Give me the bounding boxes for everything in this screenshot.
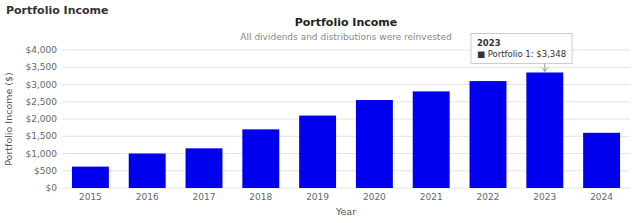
tooltip-box bbox=[471, 33, 572, 63]
x-tick-label: 2019 bbox=[306, 192, 329, 202]
y-tick-label: $0 bbox=[46, 183, 58, 193]
y-tick-label: $1,500 bbox=[26, 131, 58, 141]
y-tick-label: $1,000 bbox=[26, 149, 58, 159]
bars bbox=[72, 72, 620, 188]
chart: Portfolio Income Portfolio Income All divi… bbox=[0, 0, 640, 223]
bar bbox=[526, 72, 563, 188]
tooltip-text: ■ Portfolio 1: $3,348 bbox=[477, 49, 566, 59]
x-tick-label: 2021 bbox=[420, 192, 443, 202]
bar bbox=[583, 133, 620, 188]
y-axis-label: Portfolio Income ($) bbox=[3, 72, 14, 166]
y-tick-label: $4,000 bbox=[26, 45, 58, 55]
y-tick-label: $500 bbox=[34, 166, 57, 176]
tooltip-text: 2023 bbox=[477, 38, 501, 48]
tooltip: 2023■ Portfolio 1: $3,348 bbox=[471, 33, 572, 71]
x-tick-label: 2020 bbox=[363, 192, 386, 202]
bar bbox=[129, 154, 166, 189]
bar bbox=[242, 129, 279, 188]
y-tick-label: $2,000 bbox=[26, 114, 58, 124]
tooltip-arrowhead bbox=[542, 67, 548, 71]
subtitle: All dividends and distributions were rei… bbox=[240, 32, 451, 42]
y-tick-label: $2,500 bbox=[26, 97, 58, 107]
y-tick-label: $3,000 bbox=[26, 80, 58, 90]
grid bbox=[62, 50, 630, 188]
x-tick-label: 2018 bbox=[249, 192, 272, 202]
bar bbox=[299, 116, 336, 188]
x-tick-label: 2016 bbox=[136, 192, 159, 202]
header: Portfolio Income bbox=[6, 4, 109, 17]
x-tick-label: 2024 bbox=[590, 192, 613, 202]
x-axis-label: Year bbox=[335, 206, 356, 217]
bar bbox=[186, 148, 223, 188]
x-tick-label: 2017 bbox=[193, 192, 216, 202]
bar bbox=[72, 167, 109, 188]
y-tick-label: $3,500 bbox=[26, 62, 58, 72]
x-tick-label: 2023 bbox=[533, 192, 556, 202]
title: Portfolio Income bbox=[295, 16, 398, 29]
x-tick-label: 2015 bbox=[79, 192, 102, 202]
x-tick-label: 2022 bbox=[477, 192, 500, 202]
bar bbox=[470, 81, 507, 188]
bar bbox=[356, 100, 393, 188]
bar bbox=[413, 91, 450, 188]
